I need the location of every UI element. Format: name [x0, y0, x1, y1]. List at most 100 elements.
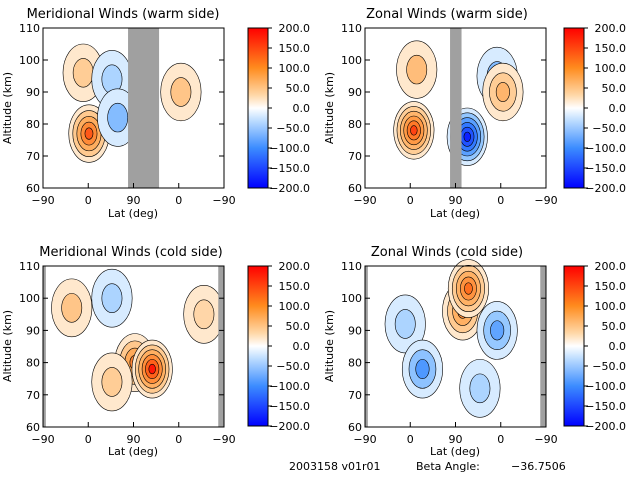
y-tick-label: 110 [341, 22, 362, 35]
colorbar-gradient [563, 27, 585, 189]
wind-feature [91, 268, 133, 328]
wind-feature [183, 285, 225, 344]
y-tick-label: 60 [26, 421, 40, 434]
no-data-band [365, 266, 368, 427]
y-tick-label: 60 [26, 182, 40, 195]
wind-feature [91, 352, 133, 412]
panel-title: Meridional Winds (warm side) [27, 7, 220, 22]
wind-feature [384, 294, 426, 354]
x-tick-label: 0 [497, 433, 504, 446]
x-tick-label: 0 [85, 194, 92, 207]
contour-level [464, 282, 473, 295]
y-tick-label: 100 [19, 292, 40, 305]
colorbar-tick-label: 200.0 [595, 260, 627, 273]
y-tick-label: 90 [26, 86, 40, 99]
colorbar: 200.0 150.0 100.0 50.0 0.0 −50.0 −100.0 −150.0 −… [563, 22, 627, 195]
wind-feature [51, 278, 93, 338]
contour-level [148, 363, 156, 375]
y-tick-label: 80 [348, 357, 362, 370]
colorbar-tick-label: −150.0 [269, 162, 310, 175]
wind-feature [393, 101, 435, 160]
footer-id: 2003158 v01r01 [289, 460, 381, 473]
colorbar-tick-label: 200.0 [595, 22, 627, 35]
colorbar-tick-label: 200.0 [279, 22, 311, 35]
y-axis-label: Altitude (km) [323, 72, 336, 144]
colorbar: 200.0 150.0 100.0 50.0 0.0 −50.0 −100.0 −150.0 −… [247, 22, 311, 195]
colorbar-tick-label: 0.0 [293, 340, 311, 353]
x-tick-label: 90 [127, 194, 141, 207]
y-tick-label: 60 [348, 421, 362, 434]
colorbar-tick-label: 150.0 [595, 280, 627, 293]
wind-feature [476, 301, 518, 360]
y-axis-label: Altitude (km) [1, 72, 14, 144]
wind-feature [97, 88, 139, 147]
colorbar-gradient [247, 27, 269, 189]
contour-level [170, 77, 192, 107]
y-tick-label: 100 [19, 54, 40, 67]
wind-feature [160, 62, 202, 122]
x-tick-label: 0 [85, 433, 92, 446]
y-tick-label: 110 [19, 260, 40, 273]
x-tick-label: 90 [127, 433, 141, 446]
colorbar-tick-label: 100.0 [279, 62, 311, 75]
contour-level [107, 102, 129, 133]
colorbar-tick-label: 0.0 [609, 102, 627, 115]
x-tick-label: 0 [497, 194, 504, 207]
contour-level [415, 359, 430, 380]
colorbar-tick-label: −200.0 [585, 182, 626, 195]
no-data-band [218, 266, 224, 427]
y-tick-label: 70 [348, 389, 362, 402]
panel-title: Zonal Winds (cold side) [371, 245, 523, 260]
wind-feature [131, 339, 173, 399]
colorbar-gradient [563, 265, 585, 427]
colorbar-tick-label: 100.0 [279, 300, 311, 313]
colorbar: 200.0 150.0 100.0 50.0 0.0 −50.0 −100.0 −150.0 −… [247, 260, 311, 433]
x-tick-label: −90 [212, 194, 235, 207]
colorbar-tick-label: −150.0 [269, 400, 310, 413]
contour-level [410, 125, 418, 136]
y-tick-label: 110 [19, 22, 40, 35]
x-tick-label: −90 [31, 194, 54, 207]
colorbar-tick-label: −100.0 [269, 142, 310, 155]
colorbar-tick-label: −100.0 [269, 380, 310, 393]
x-tick-label: −90 [534, 194, 557, 207]
x-axis-label: Lat (deg) [108, 445, 158, 458]
y-tick-label: 70 [348, 150, 362, 163]
y-tick-label: 90 [348, 86, 362, 99]
colorbar-tick-label: −200.0 [269, 182, 310, 195]
colorbar-tick-label: 50.0 [602, 82, 627, 95]
colorbar-tick-label: 50.0 [602, 320, 627, 333]
panel-zonal-cold: Zonal Winds (cold side) Lat (deg) Altitu… [323, 245, 626, 458]
colorbar-tick-label: −100.0 [585, 142, 626, 155]
x-tick-label: 90 [449, 433, 463, 446]
footer-beta-value: −36.7506 [511, 460, 566, 473]
panel-meridional-warm: Meridional Winds (warm side) Lat (deg) A… [1, 7, 310, 220]
colorbar-tick-label: 100.0 [595, 300, 627, 313]
contour-level [406, 54, 428, 85]
contour-level [61, 293, 83, 323]
colorbar-tick-label: −50.0 [592, 122, 626, 135]
colorbar-tick-label: 0.0 [293, 102, 311, 115]
no-data-band [540, 266, 546, 427]
no-data-band [43, 266, 46, 427]
x-tick-label: −90 [353, 433, 376, 446]
contour-level [490, 320, 505, 341]
x-axis-label: Lat (deg) [108, 207, 158, 220]
wind-feature [401, 339, 443, 399]
footer-beta-label: Beta Angle: [416, 460, 480, 473]
y-tick-label: 80 [26, 357, 40, 370]
x-tick-label: −90 [31, 433, 54, 446]
y-tick-label: 90 [348, 324, 362, 337]
colorbar-tick-label: −50.0 [276, 360, 310, 373]
x-tick-label: 0 [407, 433, 414, 446]
panel-meridional-cold: Meridional Winds (cold side) Lat (deg) A… [1, 245, 310, 458]
colorbar: 200.0 150.0 100.0 50.0 0.0 −50.0 −100.0 −150.0 −… [563, 260, 627, 433]
colorbar-tick-label: −150.0 [585, 162, 626, 175]
colorbar-tick-label: 150.0 [279, 42, 311, 55]
contour-level [84, 127, 94, 140]
colorbar-tick-label: −50.0 [276, 122, 310, 135]
x-tick-label: 0 [407, 194, 414, 207]
x-tick-label: −90 [353, 194, 376, 207]
panel-title: Zonal Winds (warm side) [366, 7, 528, 22]
